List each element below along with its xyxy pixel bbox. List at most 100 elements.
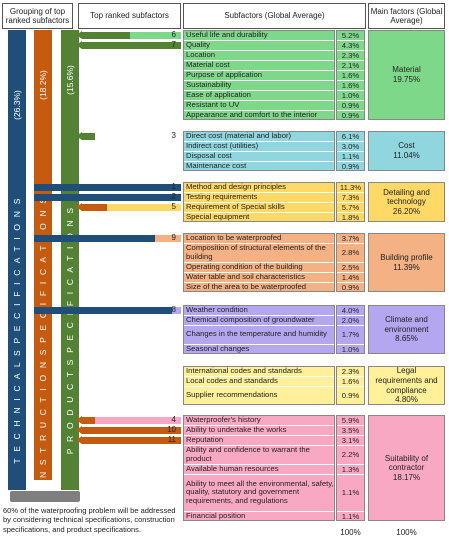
rank-4-connector-tail	[95, 416, 181, 424]
header-main-factors-text: Main factors (Global Average)	[370, 6, 443, 25]
subfactor-row: Chemical composition of groundwater	[183, 315, 335, 325]
header-top-ranked: Top ranked subfactors	[78, 3, 181, 29]
subfactor-pct: 3.7%	[341, 233, 360, 243]
total-main-factors: 100%	[396, 528, 417, 537]
subfactor-row: Available human resources	[183, 464, 335, 474]
subfactor-pct: 1.1%	[341, 488, 360, 497]
subfactor-pct: 5.9%	[341, 415, 360, 425]
arrow-head-icon	[76, 425, 82, 434]
subfactor-name: Requirement of Special skills	[186, 201, 285, 211]
rank-number: 5	[171, 202, 176, 211]
row-divider	[184, 315, 334, 316]
subfactor-row: Requirement of Special skills	[183, 202, 335, 212]
subfactor-row: Size of the area to be waterproofed	[183, 282, 335, 292]
subfactor-row: Method and design principles	[183, 182, 335, 192]
subfactor-name: Weather condition	[186, 304, 248, 314]
row-divider	[337, 272, 364, 273]
subfactor-row: Composition of structural elements of th…	[183, 243, 335, 262]
subfactor-name: Appearance and comfort to the interior	[186, 109, 318, 119]
subfactor-name: Direct cost (material and labor)	[186, 130, 292, 140]
spec-summary-bar	[10, 491, 80, 502]
header-main-factors: Main factors (Global Average)	[368, 3, 445, 29]
subfactor-name: Reputation	[186, 434, 224, 444]
row-divider	[337, 202, 364, 203]
group-legal-pct-column	[336, 366, 365, 405]
subfactor-name: Sustainability	[186, 79, 232, 89]
subfactor-pct: 0.9%	[341, 282, 360, 292]
subfactor-pct: 0.9%	[341, 391, 360, 400]
subfactor-name: Testing requirements	[186, 191, 258, 201]
rank-6-connector-tail	[130, 31, 181, 39]
row-divider	[184, 202, 334, 203]
row-divider	[184, 90, 334, 91]
subfactor-row: Local codes and standards	[183, 376, 335, 386]
row-divider	[184, 141, 334, 142]
subfactor-name: Resistant to UV	[186, 99, 240, 109]
subfactor-row: Ability and confidence to warrant the pr…	[183, 445, 335, 464]
group-climate	[183, 305, 335, 354]
row-divider	[184, 70, 334, 71]
subfactor-name: Supplier recommendations	[186, 390, 278, 400]
row-divider	[337, 435, 364, 436]
rank-9-connector-tail	[155, 234, 181, 242]
row-divider	[184, 386, 334, 387]
subfactor-pct: 1.6%	[341, 376, 360, 386]
row-divider	[337, 474, 364, 475]
group-climate-pct-column	[336, 305, 365, 354]
subfactor-pct: 4.3%	[341, 40, 360, 50]
row-divider	[337, 50, 364, 51]
subfactor-row: Reputation	[183, 435, 335, 445]
subfactor-row: Ability to undertake the works	[183, 425, 335, 435]
row-divider	[184, 151, 334, 152]
subfactor-name: Local codes and standards	[186, 375, 278, 385]
subfactor-name: Maintenance cost	[186, 160, 247, 170]
header-subfactors: Subfactors (Global Average)	[183, 3, 366, 29]
header-grouping-text: Grouping of top ranked subfactors	[5, 6, 70, 25]
rank-number: 10	[167, 425, 176, 434]
rank-2-connector	[34, 193, 181, 201]
row-divider	[337, 445, 364, 446]
subfactor-row: International codes and standards	[183, 366, 335, 376]
subfactor-row: Disposal cost	[183, 151, 335, 161]
row-divider	[337, 90, 364, 91]
subfactor-pct: 4.0%	[341, 305, 360, 315]
subfactor-row: Operating condition of the building	[183, 262, 335, 272]
rank-8-connector	[34, 306, 172, 314]
subfactor-pct: 1.0%	[341, 344, 360, 354]
subfactor-pct: 5.2%	[341, 30, 360, 40]
rank-number: 6	[171, 30, 176, 39]
product-spec-pct: (15.6%)	[65, 65, 75, 95]
arrow-head-icon	[76, 415, 82, 424]
subfactor-name: Chemical composition of groundwater	[186, 314, 315, 324]
row-divider	[184, 212, 334, 213]
subfactor-row: Appearance and comfort to the interior	[183, 110, 335, 120]
rank-6-connector	[76, 30, 130, 39]
row-divider	[184, 80, 334, 81]
row-divider	[337, 161, 364, 162]
subfactor-name: Material cost	[186, 59, 230, 69]
subfactor-row: Special equipment	[183, 212, 335, 222]
row-divider	[337, 100, 364, 101]
row-divider	[337, 464, 364, 465]
rank-5-connector	[76, 202, 107, 211]
main-factor-climate: Climate and environment 8.65%	[368, 305, 445, 354]
rank-number: 8	[171, 305, 176, 314]
subfactor-row: Maintenance cost	[183, 161, 335, 171]
row-divider	[337, 60, 364, 61]
subfactor-row: Testing requirements	[183, 192, 335, 202]
arrow-head-icon	[76, 202, 82, 211]
rank-4-connector	[76, 415, 95, 424]
subfactor-row: Waterproofer's history	[183, 415, 335, 425]
subfactor-name: International codes and standards	[186, 365, 302, 375]
subfactor-name: Location	[186, 49, 216, 59]
main-factor-contractor: Suitability of contractor 18.17%	[368, 415, 445, 521]
subfactor-pct: 1.6%	[341, 70, 360, 80]
group-legal	[183, 366, 335, 405]
subfactor-row: Material cost	[183, 60, 335, 70]
row-divider	[337, 110, 364, 111]
subfactor-row: Changes in the temperature and humidity	[183, 325, 335, 344]
technical-spec-bar: (26.3%) T E C H N I C A L S P E C I F I …	[8, 30, 26, 490]
subfactor-name: Financial position	[186, 510, 246, 520]
subfactor-pct: 1.1%	[341, 511, 360, 521]
subfactor-row: Ability to meet all the environmental, s…	[183, 474, 335, 511]
